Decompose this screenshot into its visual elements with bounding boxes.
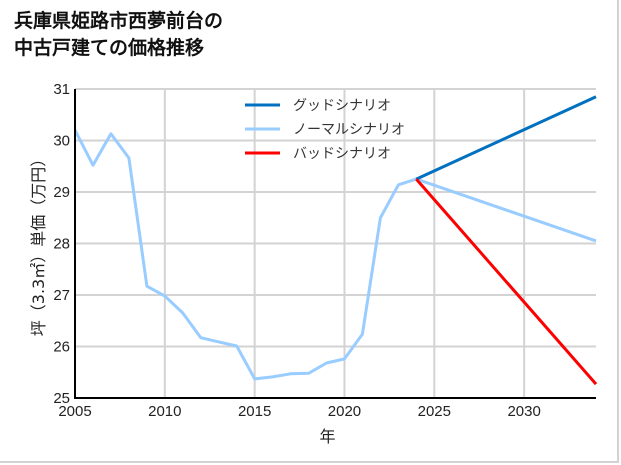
y-tick-label: 28 <box>53 236 70 253</box>
axes: 2005 2010 2015 2020 2025 2030 25 26 27 28 29 30 31 年 坪… <box>29 81 596 446</box>
legend-label: グッドシナリオ <box>293 98 391 114</box>
chart-title: 兵庫県姫路市西夢前台の 中古戸建ての価格推移 <box>14 10 224 59</box>
legend-label: バッドシナリオ <box>293 146 391 162</box>
x-tick-label: 2020 <box>328 403 361 420</box>
series-line <box>415 95 597 181</box>
x-axis-label: 年 <box>319 427 335 446</box>
data-lines <box>73 95 598 386</box>
series-line <box>415 178 598 386</box>
legend-label: ノーマルシナリオ <box>293 122 405 138</box>
y-tick-label: 27 <box>53 287 70 304</box>
y-tick-label: 31 <box>53 81 70 98</box>
series-line <box>73 129 597 381</box>
x-tick-label: 2010 <box>148 403 181 420</box>
x-tick-label: 2025 <box>418 403 451 420</box>
y-axis-label: 坪（3.3㎡）単価（万円） <box>29 151 48 336</box>
y-tick-label: 26 <box>53 339 70 356</box>
y-tick-label: 25 <box>53 390 70 407</box>
x-tick-label: 2030 <box>507 403 540 420</box>
x-tick-label: 2015 <box>238 403 271 420</box>
y-tick-label: 29 <box>53 184 70 201</box>
y-tick-label: 30 <box>53 133 70 150</box>
x-tick-label: 2005 <box>58 403 91 420</box>
